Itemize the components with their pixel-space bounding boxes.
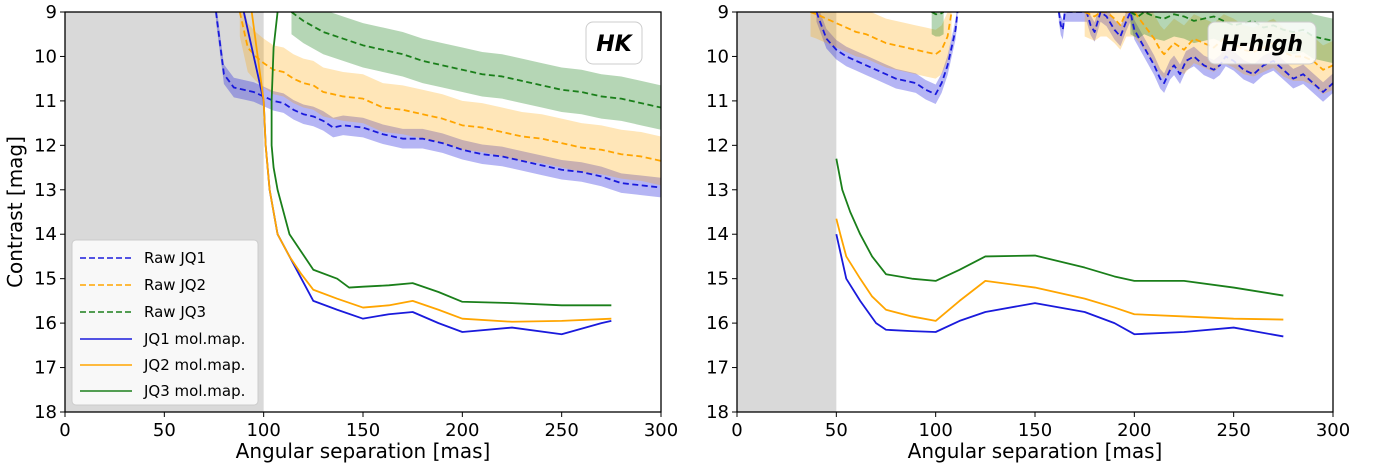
series-line-raw-jq1 bbox=[815, 12, 959, 96]
y-tick-label: 17 bbox=[34, 358, 57, 379]
h-high-inner-working-angle-region bbox=[737, 12, 837, 412]
x-tick-label: 300 bbox=[644, 420, 678, 441]
band-raw-jq1 bbox=[816, 12, 958, 104]
y-tick-label: 9 bbox=[46, 2, 57, 23]
legend-entry-raw-jq2: Raw JQ2 bbox=[80, 276, 206, 294]
legend-entry-jq1-mol-map: JQ1 mol.map. bbox=[80, 330, 245, 348]
y-tick-label: 11 bbox=[706, 91, 729, 112]
y-tick-label: 17 bbox=[706, 358, 729, 379]
series-line-jq2-mol-map bbox=[835, 218, 1284, 322]
x-tick-label: 100 bbox=[246, 420, 280, 441]
shaded-region bbox=[737, 12, 837, 412]
legend-entry-jq2-mol-map: JQ2 mol.map. bbox=[80, 356, 245, 374]
y-tick-label: 18 bbox=[706, 402, 729, 423]
legend: Raw JQ1 Raw JQ2 Raw JQ3 JQ1 mol.map. JQ2… bbox=[71, 239, 259, 406]
h-high-x-axis-ticks: 0 50 100 150 200 250 300 bbox=[731, 412, 1350, 441]
x-tick-label: 200 bbox=[1117, 420, 1151, 441]
x-tick-label: 100 bbox=[918, 420, 952, 441]
y-tick-label: 15 bbox=[706, 269, 729, 290]
svg-text:Raw JQ3: Raw JQ3 bbox=[144, 303, 206, 321]
svg-text:H-high: H-high bbox=[1221, 32, 1303, 57]
y-tick-label: 16 bbox=[34, 313, 57, 334]
x-tick-label: 200 bbox=[445, 420, 479, 441]
y-tick-label: 18 bbox=[34, 402, 57, 423]
band-raw-jq1 bbox=[1058, 12, 1333, 102]
x-tick-label: 250 bbox=[1216, 420, 1250, 441]
x-tick-label: 0 bbox=[59, 420, 70, 441]
chart-panel-h-high: 0 50 100 150 200 250 300 9 10 11 12 13 14 15 16 17 18 A… bbox=[706, 2, 1350, 463]
legend-box bbox=[71, 239, 259, 406]
hk-x-axis-ticks: 0 50 100 150 200 250 300 bbox=[59, 412, 678, 441]
svg-text:Raw JQ2: Raw JQ2 bbox=[144, 276, 206, 294]
series-line-jq3-mol-map bbox=[270, 12, 612, 307]
h-high-badge: H-high bbox=[1207, 21, 1317, 65]
series-line-raw-jq3 bbox=[931, 12, 945, 16]
legend-entry-jq3-mol-map: JQ3 mol.map. bbox=[80, 382, 245, 400]
legend-entry-raw-jq3: Raw JQ3 bbox=[80, 303, 206, 321]
band-raw-jq3 bbox=[291, 12, 661, 130]
x-tick-label: 50 bbox=[825, 420, 848, 441]
y-tick-label: 12 bbox=[34, 135, 57, 156]
y-tick-label: 14 bbox=[706, 224, 729, 245]
chart-panel-hk: 0 50 100 150 200 250 300 9 10 11 12 13 14 15 16 17 18 A… bbox=[3, 2, 678, 463]
x-tick-label: 150 bbox=[1018, 420, 1052, 441]
band-raw-jq1 bbox=[215, 12, 661, 198]
h-high-x-axis-label: Angular separation [mas] bbox=[908, 439, 1163, 463]
y-tick-label: 11 bbox=[34, 91, 57, 112]
legend-entry-raw-jq1: Raw JQ1 bbox=[80, 249, 206, 267]
x-tick-label: 0 bbox=[731, 420, 742, 441]
svg-text:JQ3 mol.map.: JQ3 mol.map. bbox=[143, 382, 245, 400]
x-tick-label: 50 bbox=[153, 420, 176, 441]
series-line-jq2-mol-map bbox=[250, 12, 612, 323]
series-line-raw-jq2 bbox=[238, 12, 661, 162]
hk-y-axis-label: Contrast [mag] bbox=[3, 136, 27, 288]
x-tick-label: 250 bbox=[544, 420, 578, 441]
y-tick-label: 10 bbox=[34, 46, 57, 67]
y-tick-label: 14 bbox=[34, 224, 57, 245]
hk-y-axis-ticks: 9 10 11 12 13 14 15 16 17 18 bbox=[34, 2, 65, 423]
svg-text:Raw JQ1: Raw JQ1 bbox=[144, 249, 206, 267]
hk-x-axis-label: Angular separation [mas] bbox=[236, 439, 491, 463]
y-tick-label: 13 bbox=[34, 180, 57, 201]
y-tick-label: 15 bbox=[34, 269, 57, 290]
svg-text:HK: HK bbox=[596, 32, 633, 57]
x-tick-label: 300 bbox=[1316, 420, 1350, 441]
y-tick-label: 9 bbox=[718, 2, 729, 23]
svg-text:JQ1 mol.map.: JQ1 mol.map. bbox=[143, 330, 245, 348]
series-line-jq3-mol-map bbox=[835, 158, 1284, 297]
h-high-y-axis-ticks: 9 10 11 12 13 14 15 16 17 18 bbox=[706, 2, 737, 423]
hk-series-lines bbox=[215, 12, 661, 336]
band-raw-jq2 bbox=[810, 12, 952, 79]
series-line-raw-jq3 bbox=[290, 12, 661, 109]
series-line-raw-jq2 bbox=[810, 12, 953, 56]
hk-badge: HK bbox=[585, 21, 643, 65]
y-tick-label: 13 bbox=[706, 180, 729, 201]
y-tick-label: 12 bbox=[706, 135, 729, 156]
y-tick-label: 16 bbox=[706, 313, 729, 334]
svg-text:JQ2 mol.map.: JQ2 mol.map. bbox=[143, 356, 245, 374]
band-raw-jq3 bbox=[931, 12, 944, 37]
y-tick-label: 10 bbox=[706, 46, 729, 67]
x-tick-label: 150 bbox=[346, 420, 380, 441]
series-line-jq1-mol-map bbox=[835, 234, 1284, 338]
